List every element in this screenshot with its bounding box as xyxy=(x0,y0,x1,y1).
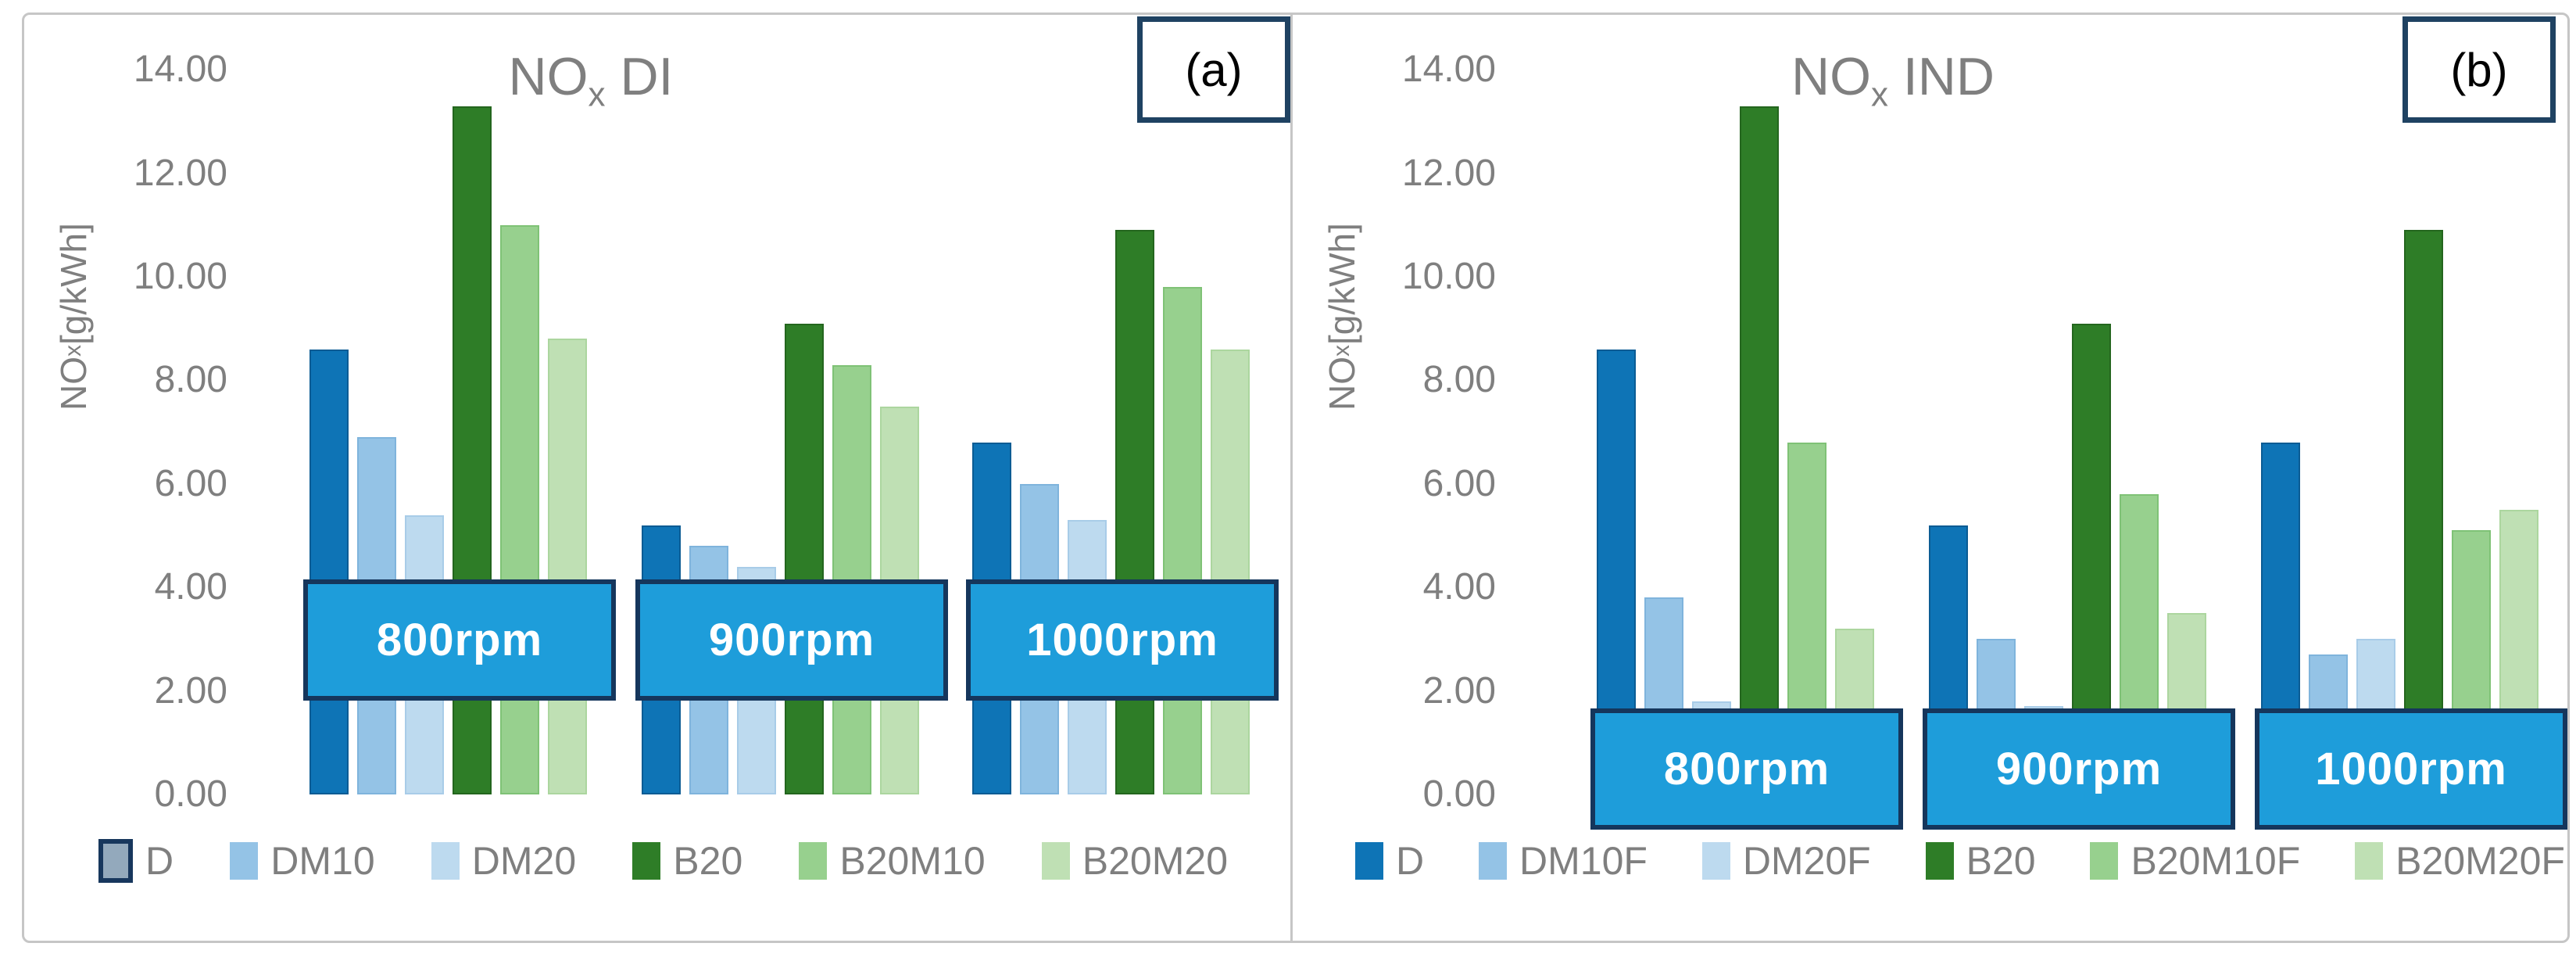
legend-item-b20m10f: B20M10F xyxy=(2090,841,2300,880)
y-axis-title-subscript: x xyxy=(1329,345,1354,357)
category-label-box-1000rpm: 1000rpm xyxy=(2255,708,2567,830)
legend-swatch-dm20f xyxy=(1701,842,1730,880)
bar-b20m10-800rpm xyxy=(499,224,539,794)
chart-title-subscript: x xyxy=(1871,75,1888,114)
legend-ind: D DM10F DM20F B20 B20M10F B20M20F xyxy=(1355,834,2565,888)
legend-label: DM20F xyxy=(1742,839,1871,883)
legend-label: B20 xyxy=(1966,839,2036,883)
y-tick-label: 0.00 xyxy=(154,773,227,815)
chart-panel-a: NO x [g/kWh] NOx DI (a) D DM10 DM20 B20 B20M1… xyxy=(24,15,1290,941)
legend-di: D DM10 DM20 B20 B20M10 B20M20 xyxy=(98,834,1228,888)
legend-swatch-dm10f xyxy=(1479,842,1507,880)
legend-swatch-dm10 xyxy=(230,842,259,880)
y-tick-label: 4.00 xyxy=(1422,566,1496,608)
legend-item-dm10: DM10 xyxy=(230,839,375,883)
legend-item-b20m10: B20M10 xyxy=(799,839,986,883)
bar-b20-900rpm xyxy=(784,323,824,794)
legend-item-b20: B20 xyxy=(632,841,742,880)
legend-swatch-b20m10f xyxy=(2090,842,2119,880)
legend-label: B20M10F xyxy=(2131,839,2301,883)
chart-title-subscript: x xyxy=(588,75,606,114)
legend-item-dm20: DM20 xyxy=(431,841,576,880)
y-tick-label: 12.00 xyxy=(133,152,227,194)
legend-item-d: D xyxy=(1355,841,1424,880)
legend-item-b20m20f: B20M20F xyxy=(2355,841,2565,880)
legend-label: B20M20F xyxy=(2395,839,2565,883)
legend-swatch-b20 xyxy=(1925,842,1954,880)
panel-label-b-text: (b) xyxy=(2450,43,2508,96)
category-label-box-800rpm: 800rpm xyxy=(303,579,616,701)
y-tick-label: 10.00 xyxy=(1401,256,1496,297)
legend-item-b20m20: B20M20 xyxy=(1041,839,1228,883)
y-tick-label: 10.00 xyxy=(133,256,227,297)
figure-frame: NO x [g/kWh] NOx DI (a) D DM10 DM20 B20 B20M1… xyxy=(22,13,2570,943)
bar-b20-800rpm xyxy=(1739,106,1779,794)
y-tick-label: 14.00 xyxy=(133,48,227,91)
legend-item-dm10f: DM10F xyxy=(1479,841,1648,880)
y-tick-label: 4.00 xyxy=(154,566,227,608)
panel-label-b: (b) xyxy=(2402,16,2556,123)
legend-item-b20: B20 xyxy=(1925,839,2036,883)
legend-swatch-b20m10 xyxy=(799,842,828,880)
legend-label: DM20 xyxy=(471,839,577,883)
chart-panel-b: NO x [g/kWh] NOx IND (b) D DM10F DM20F B20 B2… xyxy=(1290,15,2567,941)
y-tick-label: 2.00 xyxy=(1422,669,1496,712)
legend-item-d: D xyxy=(98,839,174,883)
category-label-box-900rpm: 900rpm xyxy=(1923,708,2235,830)
legend-swatch-b20m20 xyxy=(1041,842,1070,880)
panel-label-a: (a) xyxy=(1137,16,1290,123)
legend-swatch-b20 xyxy=(632,842,661,880)
bar-b20-1000rpm xyxy=(1114,230,1154,794)
bar-b20m20-1000rpm xyxy=(1210,349,1250,794)
category-label-box-900rpm: 900rpm xyxy=(635,579,948,701)
y-tick-label: 8.00 xyxy=(1422,359,1496,401)
legend-swatch-d xyxy=(1355,842,1383,880)
chart-title-text: NO xyxy=(508,47,589,106)
legend-label: B20M10 xyxy=(839,839,986,883)
y-tick-label: 8.00 xyxy=(154,359,227,401)
chart-title-di: NOx DI xyxy=(509,46,674,115)
y-tick-label: 6.00 xyxy=(1422,462,1496,504)
legend-label: B20M20 xyxy=(1082,839,1228,883)
bar-b20m10-1000rpm xyxy=(1162,287,1202,794)
legend-label: B20 xyxy=(673,839,743,883)
bar-b20m20-800rpm xyxy=(547,339,587,794)
legend-item-dm20f: DM20F xyxy=(1701,839,1871,883)
legend-swatch-b20m20f xyxy=(2355,842,2384,880)
legend-label: D xyxy=(1396,839,1425,883)
y-tick-label: 2.00 xyxy=(154,669,227,712)
y-tick-label: 0.00 xyxy=(1422,773,1496,815)
category-label-box-800rpm: 800rpm xyxy=(1590,708,1903,830)
y-tick-label: 12.00 xyxy=(1401,152,1496,194)
y-axis-title-subscript: x xyxy=(60,345,86,357)
y-tick-label: 14.00 xyxy=(1401,48,1496,91)
chart-title-text: NO xyxy=(1791,47,1871,106)
bar-d-800rpm xyxy=(309,349,349,794)
y-tick-label: 6.00 xyxy=(154,462,227,504)
legend-swatch-d xyxy=(98,839,133,883)
chart-title-ind: NOx IND xyxy=(1791,46,1995,115)
legend-swatch-dm20 xyxy=(431,842,460,880)
category-label-box-1000rpm: 1000rpm xyxy=(966,579,1279,701)
chart-title-suffix: DI xyxy=(605,47,674,106)
legend-label: D xyxy=(145,839,174,883)
chart-title-suffix: IND xyxy=(1888,47,1995,106)
legend-label: DM10F xyxy=(1519,839,1648,883)
legend-label: DM10 xyxy=(270,839,375,883)
panel-label-a-text: (a) xyxy=(1185,43,1243,96)
bar-b20-1000rpm xyxy=(2403,230,2443,794)
